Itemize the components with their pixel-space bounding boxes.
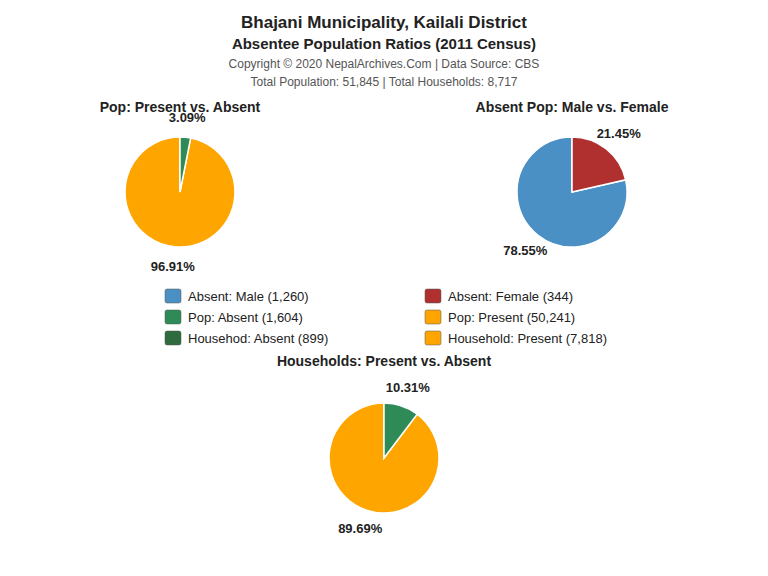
pie-slice [125, 137, 235, 247]
subtitle: Absentee Population Ratios (2011 Census) [232, 35, 536, 52]
chart-title: Households: Present vs. Absent [277, 353, 492, 369]
legend-swatch [165, 310, 181, 324]
pie-chart: Pop: Present vs. Absent96.91%3.09% [100, 99, 261, 274]
data-label: 89.69% [338, 521, 383, 536]
legend-label: Absent: Female (344) [448, 289, 573, 304]
pie-slice [572, 137, 626, 192]
pie-chart: Households: Present vs. Absent 89.69% 10.3… [277, 353, 492, 536]
legend: Absent: Male (1,260) Absent: Female (344)… [165, 289, 607, 346]
chart-title: Absent Pop: Male vs. Female [476, 99, 669, 115]
pie-slice [384, 403, 417, 458]
legend-label: Household: Present (7,818) [448, 331, 607, 346]
data-label: 96.91% [151, 259, 196, 274]
legend-swatch [165, 331, 181, 345]
background [0, 0, 768, 576]
data-label: 78.55% [503, 243, 548, 258]
legend-label: Pop: Present (50,241) [448, 310, 575, 325]
legend-label: Pop: Absent (1,604) [188, 310, 303, 325]
legend-label: Househod: Absent (899) [188, 331, 328, 346]
pie-slice [180, 137, 191, 192]
title: Bhajani Municipality, Kailali District [241, 13, 527, 32]
annotation: Copyright © 2020 NepalArchives.Com | Dat… [229, 57, 540, 71]
legend-label: Absent: Male (1,260) [188, 289, 309, 304]
pie-chart: Absent Pop: Male vs. Female 78.55% 21.45% [476, 99, 669, 258]
chart: Bhajani Municipality, Kailali District Ab… [0, 0, 768, 576]
legend-swatch [425, 289, 441, 303]
data-label: 10.31% [386, 380, 431, 395]
data-label: 21.45% [597, 126, 642, 141]
annotation: Total Population: 51,845 | Total Househo… [250, 75, 517, 89]
pie-slice [329, 403, 439, 513]
legend-swatch [165, 289, 181, 303]
legend-swatch [425, 310, 441, 324]
legend-swatch [425, 331, 441, 345]
data-labels: 78.55% 21.45% [503, 126, 641, 258]
data-label: 3.09% [169, 110, 206, 125]
pie-slice [517, 137, 627, 247]
